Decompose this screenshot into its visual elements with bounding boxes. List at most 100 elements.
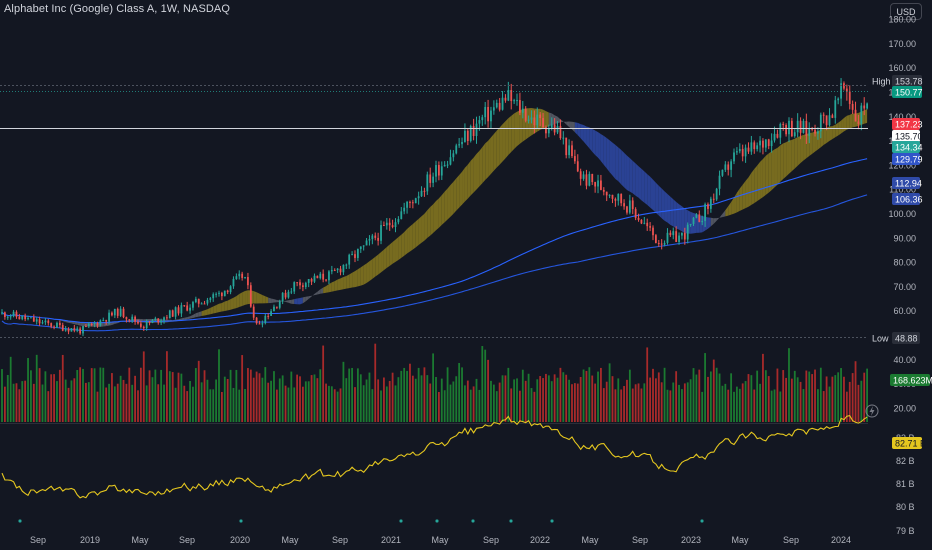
ribbon-segment (661, 188, 665, 221)
flash-icon[interactable] (865, 404, 879, 418)
candle-body (113, 308, 116, 316)
candle-body (614, 198, 617, 201)
ribbon-segment (328, 282, 332, 293)
ribbon-segment (375, 254, 379, 277)
volume-bar (142, 351, 145, 422)
volume-bar (67, 387, 70, 422)
volume-bar (753, 389, 756, 422)
candle-body (186, 305, 189, 311)
low-value-badge-bg (892, 332, 920, 344)
ribbon-segment (320, 287, 324, 294)
volume-bar (270, 380, 272, 422)
candle-body (588, 173, 591, 186)
candle-body (67, 328, 70, 332)
volume-bar (50, 374, 53, 422)
candle-body (226, 290, 229, 293)
volume-bar (151, 377, 154, 422)
ribbon-segment (580, 124, 584, 142)
ribbon-segment (609, 140, 613, 176)
volume-bar (423, 367, 426, 422)
ribbon-segment (757, 161, 761, 202)
candle-body (53, 326, 55, 328)
volume-bar (247, 368, 249, 422)
volume-bar (533, 391, 536, 422)
volume-bar (649, 377, 652, 422)
ribbon-segment (326, 284, 329, 293)
ribbon-segment (545, 111, 549, 128)
ribbon-segment (621, 149, 625, 188)
candle-body (61, 325, 64, 331)
candle-body (776, 133, 779, 138)
ribbon-segment (595, 130, 599, 158)
ribbon-segment (780, 143, 784, 182)
candle-body (866, 103, 869, 109)
ribbon-segment (618, 147, 622, 185)
candle-body (547, 128, 550, 134)
volume-bar (588, 367, 591, 422)
currency-button[interactable]: USD (890, 3, 922, 20)
ribbon-segment (401, 232, 405, 258)
candle-body (643, 222, 646, 224)
ribbon-segment (430, 204, 434, 236)
volume-bar (203, 370, 206, 422)
candle-body (220, 292, 223, 297)
candle-body (620, 193, 623, 204)
ribbon-segment (207, 307, 211, 315)
volume-bar (498, 382, 501, 422)
candle-body (3, 312, 6, 318)
ribbon-segment (519, 109, 523, 144)
ribbon-segment (835, 122, 839, 138)
volume-bar (368, 372, 371, 422)
candle-body (411, 202, 414, 204)
candle-body (38, 319, 41, 324)
price-tick-label: 20.00 (893, 403, 916, 413)
volume-bar (744, 381, 747, 422)
ribbon-segment (499, 124, 503, 165)
time-label: Sep (30, 535, 46, 545)
volume-bar (238, 389, 241, 422)
candle-body (319, 273, 322, 279)
price-badge-bg (892, 177, 920, 189)
volume-badge: 168.623M (893, 376, 932, 386)
ribbon-segment (647, 174, 651, 208)
candle-body (111, 312, 113, 316)
ribbon-segment (676, 201, 680, 230)
volume-bar (296, 374, 299, 422)
ma-ribbon (2, 108, 868, 327)
event-dot (509, 519, 513, 523)
volume-bar (472, 386, 475, 422)
ribbon-segment (864, 108, 868, 124)
ribbon-segment (511, 113, 515, 152)
ribbon-segment (436, 198, 439, 231)
volume-bar (652, 368, 654, 422)
high-label-bg (869, 75, 891, 87)
ribbon-segment (681, 206, 685, 234)
candle-body (455, 145, 458, 154)
candle-body (814, 129, 816, 134)
indicator-pane (1, 414, 868, 523)
candle-body (229, 286, 232, 293)
ribbon-segment (415, 218, 419, 248)
time-label: May (431, 535, 449, 545)
volume-bar (727, 389, 730, 422)
volume-bar (848, 381, 851, 422)
candle-body (707, 204, 709, 209)
ribbon-segment (832, 124, 836, 140)
candle-body (414, 198, 417, 204)
candle-body (377, 237, 380, 241)
ribbon-segment (589, 127, 593, 152)
ribbon-segment (340, 276, 344, 290)
candle-body (747, 147, 750, 152)
ribbon-segment (213, 305, 217, 314)
time-label: 2023 (681, 535, 701, 545)
ribbon-segment (571, 121, 575, 133)
volume-bar (863, 372, 866, 422)
price-badge-bg (892, 130, 920, 142)
event-dot (471, 519, 475, 523)
time-axis: Sep 2019 May Sep 2020 May Sep 2021 May Sep 2022 May… (30, 535, 851, 545)
ribbon-segment (679, 204, 682, 232)
candle-body (76, 328, 79, 331)
candle-body (481, 117, 484, 121)
